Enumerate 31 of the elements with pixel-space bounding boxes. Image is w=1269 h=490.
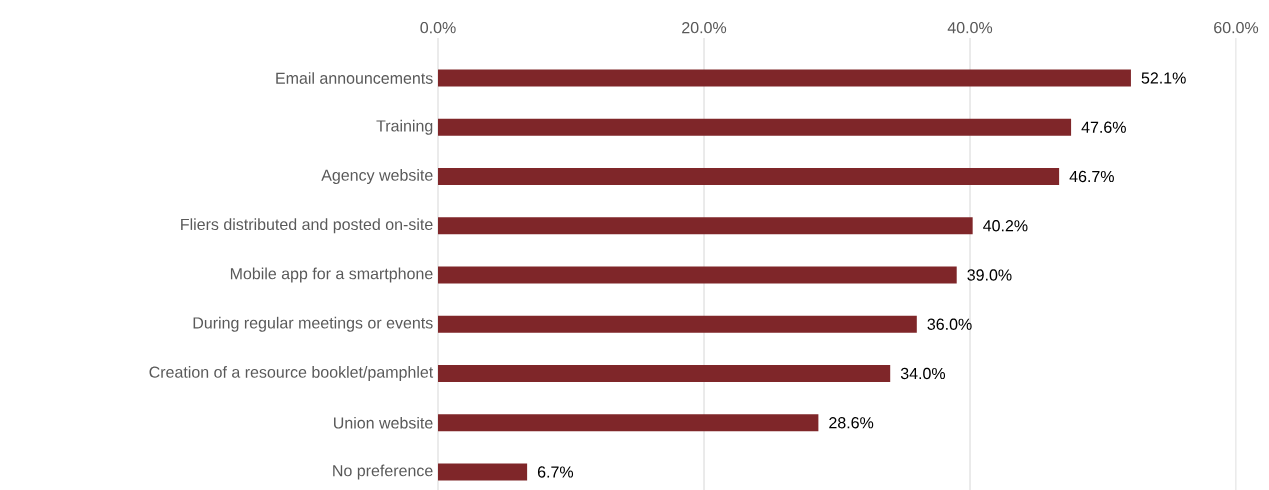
bar <box>438 168 1060 186</box>
y-tick-label: Fliers distributed and posted on-site <box>181 218 433 234</box>
data-label: 28.6% <box>829 417 874 429</box>
bar <box>438 315 917 333</box>
data-label: 47.6% <box>1081 121 1126 133</box>
data-label: 6.7% <box>537 466 574 478</box>
y-tick-label: Email announcements <box>276 72 433 84</box>
y-tick-label: No preference <box>333 464 433 480</box>
bar <box>438 463 528 481</box>
x-tick-label: 40.0% <box>947 21 993 34</box>
data-label: 34.0% <box>900 367 946 380</box>
bar <box>438 414 819 432</box>
y-tick-label: Union website <box>334 416 433 429</box>
bar <box>438 69 1131 87</box>
data-label: 52.1% <box>1141 72 1186 84</box>
data-label: 40.2% <box>983 220 1028 232</box>
y-tick-label: During regular meetings or events <box>193 316 433 332</box>
y-tick-label: Mobile app for a smartphone <box>230 267 433 283</box>
data-label: 36.0% <box>927 318 972 330</box>
x-tick-label: 60.0% <box>1214 21 1259 34</box>
x-tick-label: 0.0% <box>420 21 456 34</box>
bar <box>438 217 973 235</box>
data-label: 39.0% <box>967 269 1012 281</box>
bar <box>438 118 1072 136</box>
x-tick-label: 20.0% <box>682 21 727 34</box>
bar <box>438 266 957 284</box>
data-label: 46.7% <box>1069 170 1114 183</box>
y-tick-label: Agency website <box>321 169 433 184</box>
y-tick-label: Creation of a resource booklet/pamphlet <box>149 366 434 381</box>
y-tick-label: Training <box>376 119 433 135</box>
bar <box>438 365 891 383</box>
